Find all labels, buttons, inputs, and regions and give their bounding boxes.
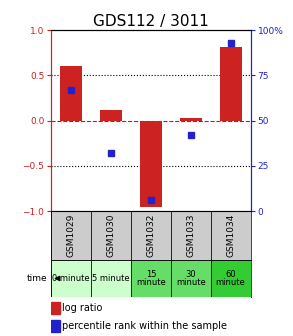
Bar xyxy=(131,211,171,260)
Bar xyxy=(51,211,91,260)
Text: 60
minute: 60 minute xyxy=(216,270,246,287)
Text: time: time xyxy=(27,274,47,283)
Bar xyxy=(91,260,131,297)
Bar xyxy=(140,121,162,207)
Text: GSM1034: GSM1034 xyxy=(226,214,235,257)
Bar xyxy=(51,302,60,314)
Bar xyxy=(171,211,211,260)
Text: 30
minute: 30 minute xyxy=(176,270,206,287)
Bar xyxy=(51,260,91,297)
Bar xyxy=(211,260,251,297)
Bar xyxy=(51,320,60,332)
Text: GSM1030: GSM1030 xyxy=(107,214,115,257)
Text: 5 minute: 5 minute xyxy=(92,274,130,283)
Text: 15
minute: 15 minute xyxy=(136,270,166,287)
Text: GSM1032: GSM1032 xyxy=(146,214,155,257)
Bar xyxy=(220,46,241,121)
Text: GSM1033: GSM1033 xyxy=(186,214,195,257)
Text: log ratio: log ratio xyxy=(62,303,103,313)
Text: 0 minute: 0 minute xyxy=(52,274,90,283)
Text: GSM1029: GSM1029 xyxy=(67,214,76,257)
Text: percentile rank within the sample: percentile rank within the sample xyxy=(62,321,227,331)
Bar xyxy=(100,110,122,121)
Bar xyxy=(60,67,82,121)
Title: GDS112 / 3011: GDS112 / 3011 xyxy=(93,14,209,29)
Bar xyxy=(131,260,171,297)
Bar xyxy=(91,211,131,260)
Bar xyxy=(211,211,251,260)
Bar xyxy=(171,260,211,297)
Bar xyxy=(180,118,202,121)
